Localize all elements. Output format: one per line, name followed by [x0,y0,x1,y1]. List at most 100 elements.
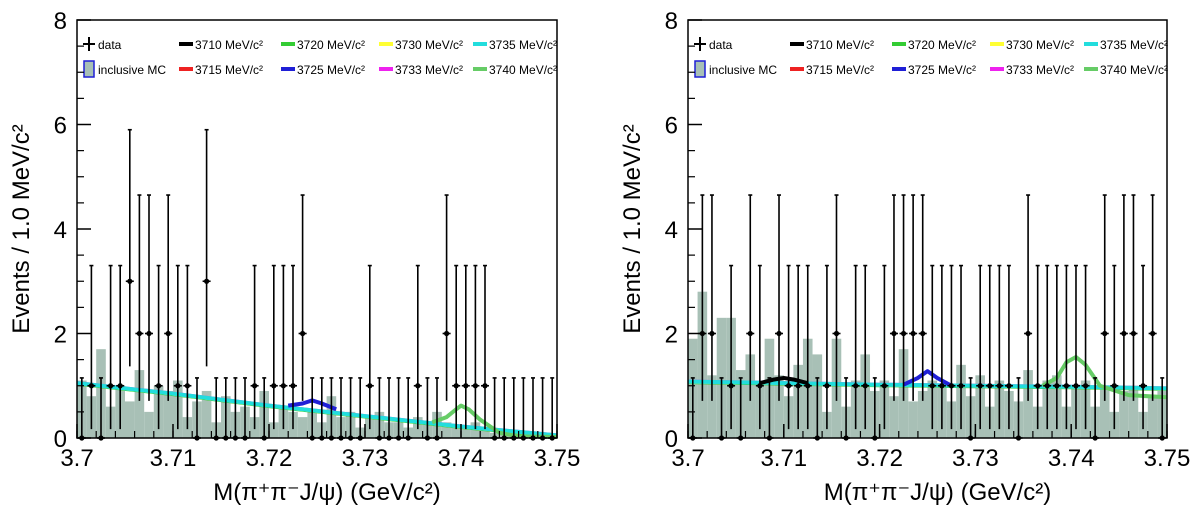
x-tick-label: 3.73 [952,445,999,472]
data-point [833,330,840,337]
left-y-axis: 0 2 4 6 8 [54,8,91,453]
data-point [127,278,133,284]
data-point [929,383,935,389]
data-point [1025,330,1031,337]
data-point [415,383,421,389]
left-fit-curves [76,381,558,439]
data-point [1044,383,1050,389]
data-point [88,383,94,389]
mc-bar [297,417,308,438]
data-point [805,383,811,389]
y-tick-label: 6 [54,113,67,140]
x-tick-label: 3.72 [246,445,293,472]
data-point [463,383,469,389]
mc-bar [774,375,784,438]
left-y-axis-label: Events / 1.0 MeV/c² [8,124,35,333]
fit-curve-background [76,381,558,438]
data-point [987,383,993,389]
mc-bar [1147,396,1158,438]
data-point [1082,383,1089,389]
data-point [853,383,859,389]
data-point [482,383,488,389]
data-point [300,330,306,337]
y-tick-label: 4 [665,217,678,244]
mc-bar [461,427,471,438]
data-point [747,330,753,337]
data-point [156,383,162,389]
legend-mass-label: 3715 MeV/c² [195,63,263,77]
data-point [1054,383,1060,389]
mc-bar [201,390,212,438]
data-point [824,383,830,389]
data-point [367,383,373,389]
data-point [1130,330,1137,337]
data-point [1006,383,1012,389]
legend-mc-label: inclusive MC [98,63,166,77]
data-point [709,330,715,337]
legend-mc-swatch [694,60,706,78]
data-point [290,383,296,389]
mc-bar [1099,385,1110,438]
data-point [146,330,152,337]
mc-bar [269,422,279,438]
data-point [1102,330,1108,337]
data-point [453,383,459,389]
mc-bar [451,427,461,438]
data-point [1150,330,1156,337]
fit-curve-peak_3740 [431,403,558,439]
data-point [204,278,210,284]
legend-mass-label: 3730 MeV/c² [395,38,463,52]
legend-mass-label: 3720 MeV/c² [908,38,976,52]
x-tick-label: 3.71 [760,445,807,472]
data-point [108,383,114,389]
legend-mass-label: 3733 MeV/c² [395,63,463,77]
right-panel: Events / 1.0 MeV/c² M(π⁺π⁻J/ψ) (GeV/c²) … [619,8,1190,506]
data-point [776,330,782,337]
data-point [1121,330,1127,337]
legend-mass-label: 3710 MeV/c² [195,38,263,52]
data-point [252,383,258,389]
legend-mass-label: 3730 MeV/c² [1006,38,1074,52]
x-tick-label: 3.74 [1048,445,1095,472]
data-point [795,383,801,389]
data-point [948,383,955,389]
data-point [1140,383,1146,389]
legend-mass-label: 3715 MeV/c² [806,63,874,77]
mc-bar [441,422,452,438]
legend-data-label: data [709,38,733,52]
right-x-axis: 3.7 3.71 3.72 3.73 3.74 3.75 [671,424,1190,472]
mc-bar [889,396,899,438]
data-point [977,383,983,389]
mc-bar [480,427,490,438]
x-tick-label: 3.7 [671,445,704,472]
legend-mass-label: 3720 MeV/c² [297,38,365,52]
right-legend: data inclusive MC 3710 MeV/c² 3720 MeV/c² 37… [694,37,1168,78]
legend-mc-swatch [83,60,95,78]
y-tick-label: 6 [665,113,678,140]
data-point [117,383,123,389]
left-panel: Events / 1.0 MeV/c² M(π⁺π⁻J/ψ) (GeV/c²) … [8,8,580,506]
data-point [920,330,926,337]
data-point [785,383,792,389]
legend-mass-label: 3733 MeV/c² [1006,63,1074,77]
data-point [472,383,478,389]
legend-mass-label: 3725 MeV/c² [297,63,365,77]
data-point [862,383,868,389]
data-point [280,383,286,389]
y-tick-label: 8 [54,8,67,35]
data-point [184,383,190,389]
data-point [1111,383,1117,389]
mc-bar [125,401,135,438]
x-tick-label: 3.71 [150,445,197,472]
mc-bar [1119,390,1129,438]
x-tick-label: 3.75 [534,445,581,472]
legend-mass-label: 3735 MeV/c² [489,38,557,52]
legend-mass-label: 3710 MeV/c² [806,38,874,52]
mc-bar [134,370,145,438]
data-point [1035,383,1041,389]
x-tick-label: 3.73 [342,445,389,472]
left-x-axis: 3.7 3.71 3.72 3.73 3.74 3.75 [60,424,580,472]
legend-data-label: data [98,38,122,52]
left-x-axis-label: M(π⁺π⁻J/ψ) (GeV/c²) [213,479,441,506]
